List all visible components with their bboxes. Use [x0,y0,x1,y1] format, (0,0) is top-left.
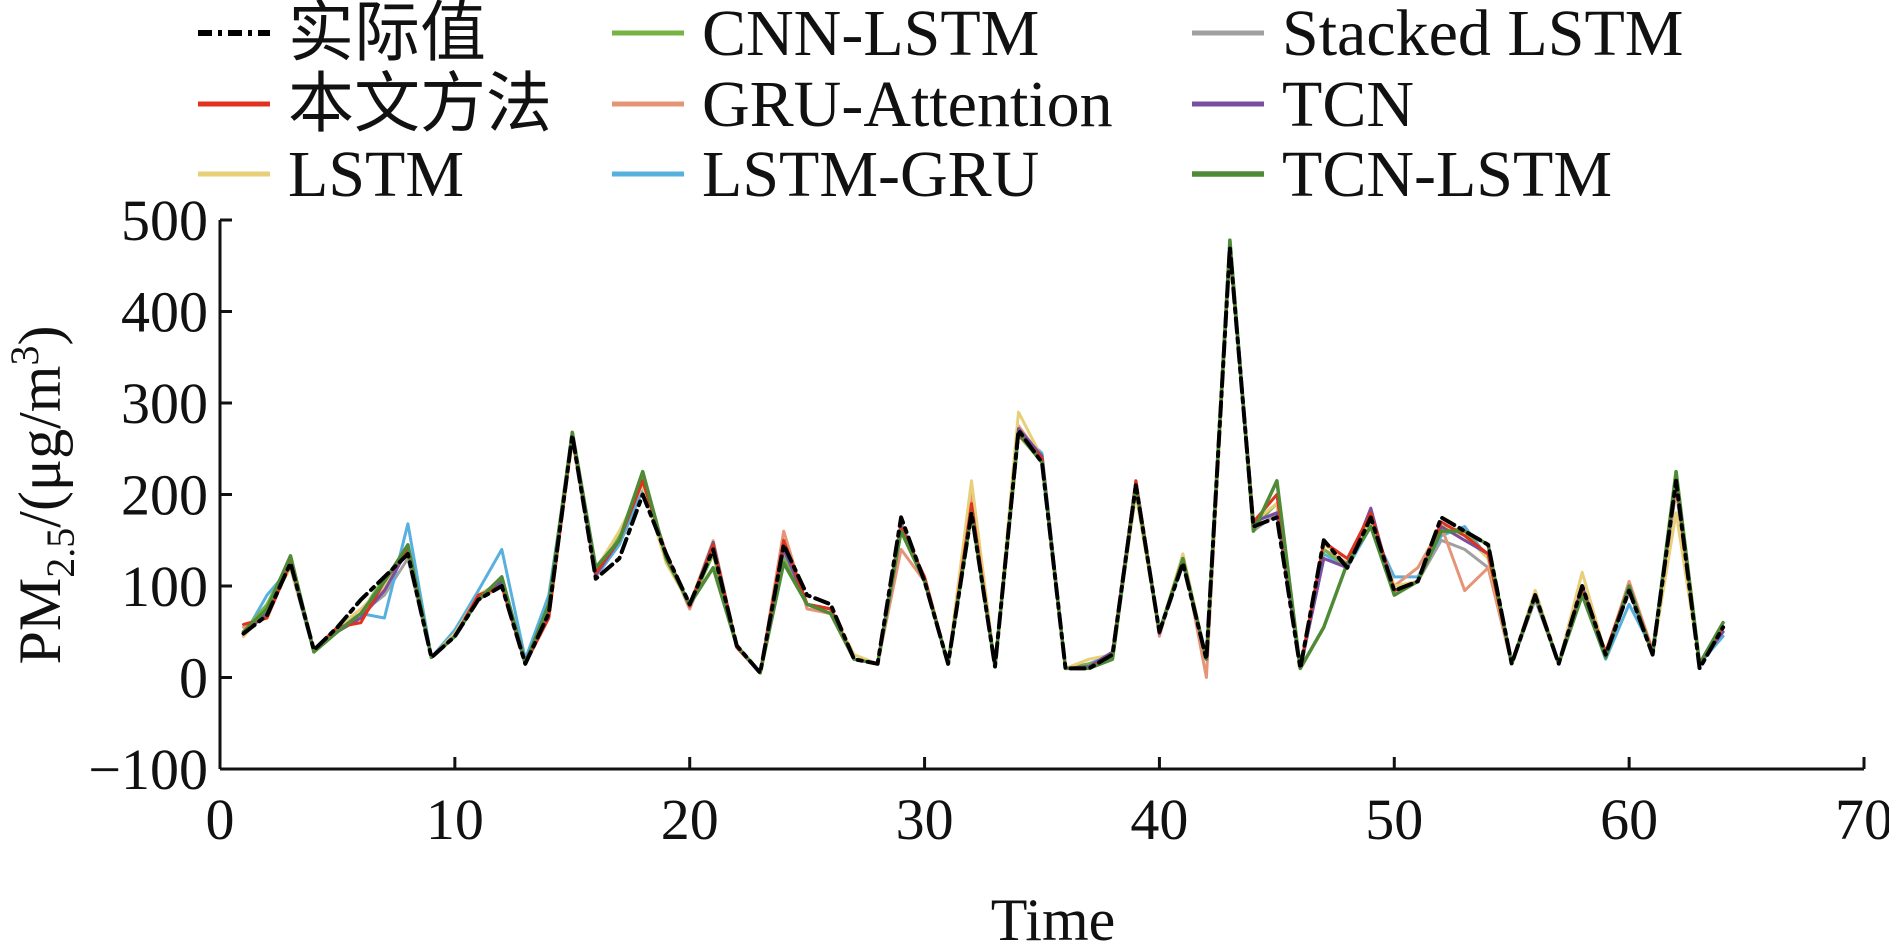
y-tick-label: −100 [88,737,208,802]
legend-item: 本文方法 [198,68,552,141]
legend-label: TCN-LSTM [1282,138,1612,211]
y-tick-label: 500 [121,188,208,253]
chart-axes [218,220,1864,771]
x-tick-label: 30 [896,787,954,852]
x-axis-ticks: 0 10 20 30 40 50 60 70 [206,757,1889,852]
x-tick-label: 70 [1835,787,1889,852]
x-tick-label: 50 [1365,787,1423,852]
series-line-0 [241,245,1726,675]
legend-item: Stacked LSTM [1192,0,1683,70]
x-tick-label: 0 [206,787,235,852]
y-axis-title: PM2.5/(μg/m3) [2,326,83,665]
legend-item: TCN [1192,68,1414,141]
legend-label: 实际值 [288,0,486,70]
x-tick-label: 20 [661,787,719,852]
legend-item: LSTM [198,138,464,211]
x-tick-label: 10 [426,787,484,852]
legend-label: CNN-LSTM [702,0,1039,70]
legend-label: GRU-Attention [702,68,1113,141]
legend-label: Stacked LSTM [1282,0,1683,70]
x-tick-label: 60 [1600,787,1658,852]
y-tick-label: 200 [121,463,208,528]
legend-item: 实际值 [198,0,486,70]
x-axis-title: Time [991,887,1116,945]
legend-label: LSTM [288,138,464,211]
series-line-8 [241,238,1725,675]
legend-label: TCN [1282,68,1414,141]
y-axis-title-text: PM2.5/(μg/m3) [2,326,83,665]
y-axis-ticks: −100 0 100 200 300 400 500 [88,188,232,802]
legend-label: LSTM-GRU [702,138,1039,211]
y-tick-label: 300 [121,371,208,436]
y-tick-label: 100 [121,554,208,619]
y-tick-label: 0 [179,646,208,711]
series-lines [241,238,1726,679]
legend-label: 本文方法 [288,68,552,141]
legend-item: LSTM-GRU [612,138,1039,211]
legend-item: TCN-LSTM [1192,138,1612,211]
legend-item: CNN-LSTM [612,0,1039,70]
legend-item: GRU-Attention [612,68,1113,141]
y-tick-label: 400 [121,280,208,345]
x-tick-label: 40 [1130,787,1188,852]
